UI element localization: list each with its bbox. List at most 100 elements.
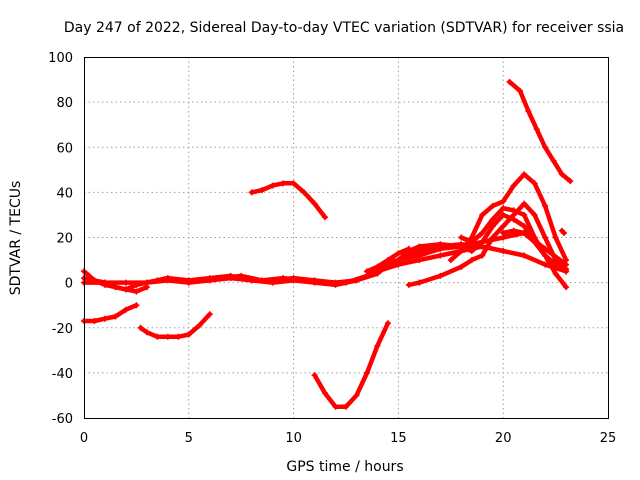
data-point (322, 279, 329, 286)
x-tick-label: 25 (600, 431, 617, 446)
series-line (81, 302, 139, 324)
data-point (437, 241, 444, 248)
data-point (311, 372, 318, 379)
series-line (138, 311, 213, 340)
data-point (101, 315, 108, 322)
data-point (122, 279, 129, 286)
data-point (206, 311, 213, 318)
data-point (437, 272, 444, 279)
data-point (343, 403, 349, 410)
data-point (416, 243, 423, 250)
x-tick-label: 10 (285, 431, 302, 446)
data-point (468, 248, 475, 255)
data-point (468, 257, 475, 264)
data-point (238, 272, 245, 279)
series-line (217, 242, 569, 285)
x-axis-title: GPS time / hours (286, 459, 403, 475)
data-point (525, 108, 532, 115)
data-point (133, 302, 140, 309)
data-point (550, 157, 557, 164)
data-point (101, 279, 108, 286)
data-point (521, 211, 528, 218)
data-point (384, 320, 391, 327)
data-point (384, 257, 391, 264)
data-point (489, 234, 496, 241)
data-point (500, 205, 507, 212)
data-point (301, 277, 308, 284)
data-point (122, 286, 129, 293)
data-point (479, 229, 486, 236)
data-point (112, 313, 119, 320)
data-point (259, 187, 266, 194)
data-point (489, 216, 496, 223)
y-tick-labels: -60 -40 -20 0 20 40 60 80 100 (48, 51, 73, 427)
data-point (531, 180, 538, 187)
data-point (563, 257, 570, 264)
x-tick-label: 20 (495, 431, 512, 446)
data-point (374, 263, 381, 270)
series-line (312, 320, 391, 409)
data-point (447, 257, 454, 264)
y-tick-label: 60 (56, 141, 73, 156)
data-point (363, 268, 370, 275)
data-point (395, 250, 402, 257)
data-point (552, 234, 559, 241)
data-point (343, 279, 349, 286)
data-point (500, 229, 507, 236)
data-point (405, 281, 412, 288)
data-point (500, 211, 507, 218)
data-point (521, 252, 528, 259)
data-point (164, 275, 171, 282)
data-point (542, 261, 549, 268)
data-point (563, 284, 570, 291)
data-point (458, 234, 465, 241)
data-point (280, 275, 287, 282)
series-track-3 (81, 229, 570, 286)
data-point (521, 223, 528, 230)
data-point (489, 223, 496, 230)
series-track-13 (81, 302, 140, 324)
series-track-12 (506, 78, 574, 185)
series-track-5 (217, 241, 570, 286)
data-point (395, 257, 402, 264)
data-point (353, 392, 360, 399)
data-point (185, 277, 192, 284)
data-point (542, 144, 549, 151)
y-tick-label: -40 (52, 367, 73, 382)
data-point (301, 189, 308, 196)
data-point (248, 189, 255, 196)
data-point (516, 87, 523, 94)
series-track-11 (500, 227, 570, 273)
data-point (542, 252, 549, 259)
series-track-16 (311, 320, 391, 410)
data-point (542, 202, 549, 209)
series-line (81, 230, 569, 285)
data-point (122, 306, 129, 313)
data-point (280, 180, 287, 187)
chart-title: Day 247 of 2022, Sidereal Day-to-day VTE… (64, 20, 624, 36)
series-track-14 (137, 311, 213, 340)
data-point (510, 227, 517, 234)
data-point (531, 211, 538, 218)
data-point (510, 207, 517, 214)
data-point (479, 239, 486, 246)
data-point (164, 333, 171, 340)
series-line (249, 181, 328, 220)
data-point (185, 331, 192, 338)
data-point (269, 182, 276, 189)
data-point (374, 342, 381, 349)
data-point (259, 277, 266, 284)
x-tick-label: 0 (80, 431, 88, 446)
data-point (363, 369, 370, 376)
data-point (506, 78, 513, 85)
y-axis-title: SDTVAR / TECUs (8, 181, 24, 296)
data-point (196, 322, 203, 329)
data-point (322, 390, 329, 397)
data-point (290, 180, 297, 187)
data-point (489, 202, 496, 209)
y-tick-label: 80 (56, 96, 73, 111)
data-point (112, 284, 119, 291)
plot-frame (84, 57, 609, 419)
data-point (458, 263, 465, 270)
data-point (479, 252, 486, 259)
